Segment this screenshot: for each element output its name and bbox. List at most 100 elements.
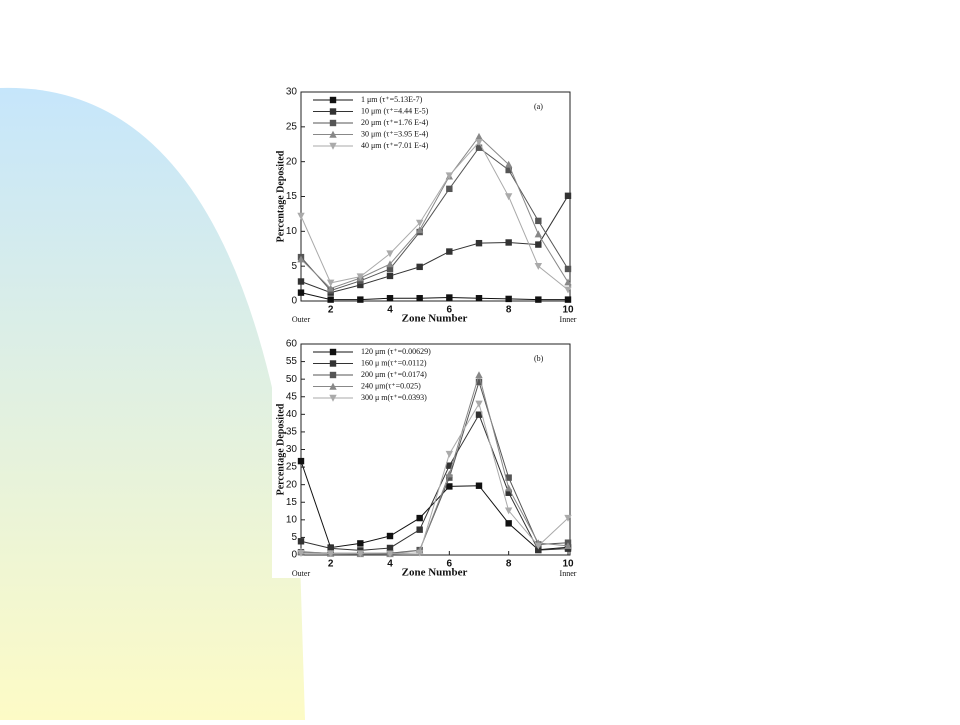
y-tick-label: 25 — [286, 121, 298, 132]
legend-marker — [329, 96, 337, 104]
legend-label: 300 μ m(τ⁺=0.0393) — [361, 393, 427, 402]
marker — [386, 550, 394, 558]
marker — [475, 132, 483, 140]
y-tick-label: 0 — [291, 296, 297, 307]
x-axis-label: Zone Number — [402, 567, 468, 579]
marker — [564, 542, 572, 550]
marker — [535, 217, 542, 225]
marker — [504, 160, 513, 168]
x-tick-label: 6 — [447, 559, 453, 570]
legend-marker — [329, 382, 337, 390]
marker — [356, 550, 365, 558]
marker — [475, 144, 483, 151]
marker — [357, 296, 364, 303]
marker — [505, 239, 512, 246]
y-tick-label: 20 — [286, 156, 298, 167]
marker — [297, 550, 305, 557]
marker — [475, 295, 483, 302]
legend-marker — [329, 142, 337, 150]
marker — [564, 192, 572, 200]
marker — [415, 549, 424, 557]
legend-label: 240 μm(τ⁺=0.025) — [361, 381, 421, 390]
panel-label: (a) — [534, 102, 543, 111]
legend-label: 40 μm (τ⁺=7.01 E-4) — [361, 141, 429, 150]
marker — [535, 546, 542, 554]
legend-label: 20 μm (τ⁺=1.76 E-4) — [361, 118, 429, 127]
marker — [564, 278, 572, 286]
x-tick-label: 4 — [387, 305, 393, 316]
marker — [446, 483, 453, 490]
marker — [505, 295, 512, 303]
x-tick-label: 2 — [328, 305, 334, 316]
marker — [386, 260, 394, 268]
y-tick-label: 15 — [286, 191, 298, 202]
marker — [445, 450, 454, 458]
marker — [386, 265, 394, 273]
marker — [297, 289, 305, 296]
marker — [504, 484, 513, 492]
marker — [415, 219, 424, 227]
marker — [475, 138, 483, 146]
marker — [504, 193, 513, 201]
y-tick-label: 50 — [286, 374, 298, 385]
x-end-label: Outer — [292, 315, 311, 324]
y-tick-label: 5 — [291, 532, 297, 543]
panel-label: (b) — [534, 354, 544, 363]
marker — [386, 544, 394, 552]
y-tick-label: 60 — [286, 339, 298, 350]
marker — [505, 489, 512, 496]
legend-label: 30 μm (τ⁺=3.95 E-4) — [361, 129, 429, 138]
background-shape — [0, 87, 305, 721]
marker — [326, 279, 335, 287]
x-tick-label: 8 — [506, 559, 512, 570]
legend-label: 10 μm (τ⁺=4.44 E-5) — [361, 106, 429, 115]
legend-label: 120 μm (τ⁺=0.00629) — [361, 347, 431, 356]
marker — [386, 250, 394, 258]
y-tick-label: 10 — [286, 514, 298, 525]
x-axis-label: Zone Number — [402, 313, 468, 325]
series-line — [300, 141, 569, 291]
marker — [327, 545, 334, 552]
x-tick-label: 4 — [387, 559, 393, 570]
legend-label: 160 μ m(τ⁺=0.0112) — [361, 358, 427, 367]
marker — [564, 265, 572, 273]
marker — [446, 294, 453, 301]
y-axis-label: Percentage Deposited — [275, 403, 286, 495]
marker — [535, 241, 542, 248]
marker — [297, 538, 305, 545]
series-line — [300, 292, 568, 301]
marker — [446, 474, 453, 481]
marker — [416, 526, 423, 533]
y-tick-label: 45 — [286, 391, 298, 402]
marker — [327, 296, 334, 303]
marker — [416, 263, 423, 271]
marker — [416, 295, 423, 302]
x-end-label: Inner — [560, 315, 577, 324]
series-line — [300, 135, 569, 290]
x-tick-label: 10 — [562, 305, 574, 316]
series-line — [300, 147, 569, 292]
marker — [415, 226, 424, 234]
marker — [475, 239, 483, 247]
x-tick-label: 2 — [328, 559, 334, 570]
y-tick-label: 30 — [286, 444, 298, 455]
marker — [297, 457, 305, 465]
x-tick-label: 6 — [447, 305, 453, 316]
marker — [357, 281, 364, 289]
y-tick-label: 20 — [286, 479, 298, 490]
x-end-label: Inner — [560, 569, 577, 578]
x-tick-label: 8 — [506, 305, 512, 316]
marker — [446, 248, 453, 255]
marker — [564, 514, 572, 522]
legend-marker — [329, 119, 337, 127]
marker — [445, 470, 454, 478]
marker — [416, 514, 423, 522]
marker — [356, 273, 365, 281]
legend-label: 200 μm (τ⁺=0.0174) — [361, 370, 427, 379]
marker — [475, 378, 483, 386]
legend-marker — [329, 348, 337, 356]
marker — [534, 262, 543, 270]
x-end-label: Outer — [292, 569, 311, 578]
marker — [446, 462, 453, 469]
